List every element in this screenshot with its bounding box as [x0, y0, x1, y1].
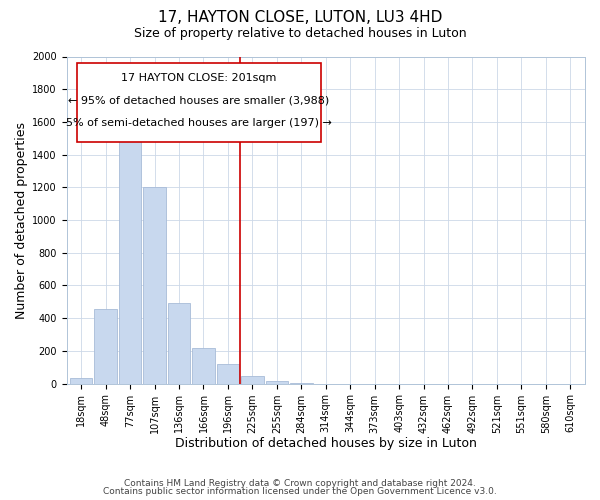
- Text: 17, HAYTON CLOSE, LUTON, LU3 4HD: 17, HAYTON CLOSE, LUTON, LU3 4HD: [158, 10, 442, 25]
- X-axis label: Distribution of detached houses by size in Luton: Distribution of detached houses by size …: [175, 437, 476, 450]
- Text: Contains HM Land Registry data © Crown copyright and database right 2024.: Contains HM Land Registry data © Crown c…: [124, 478, 476, 488]
- Text: 17 HAYTON CLOSE: 201sqm: 17 HAYTON CLOSE: 201sqm: [121, 73, 277, 83]
- Bar: [94, 309, 117, 384]
- Text: 5% of semi-detached houses are larger (197) →: 5% of semi-detached houses are larger (1…: [66, 118, 332, 128]
- Text: ← 95% of detached houses are smaller (3,988): ← 95% of detached houses are smaller (3,…: [68, 96, 329, 106]
- Bar: [70, 378, 92, 384]
- Bar: [192, 348, 215, 384]
- Bar: [168, 304, 190, 384]
- Bar: [119, 122, 142, 384]
- Bar: [290, 383, 313, 384]
- Bar: [143, 188, 166, 384]
- Text: Size of property relative to detached houses in Luton: Size of property relative to detached ho…: [134, 28, 466, 40]
- Y-axis label: Number of detached properties: Number of detached properties: [15, 122, 28, 318]
- Bar: [241, 376, 263, 384]
- Text: Contains public sector information licensed under the Open Government Licence v3: Contains public sector information licen…: [103, 487, 497, 496]
- FancyBboxPatch shape: [77, 63, 320, 142]
- Bar: [217, 364, 239, 384]
- Bar: [266, 381, 288, 384]
